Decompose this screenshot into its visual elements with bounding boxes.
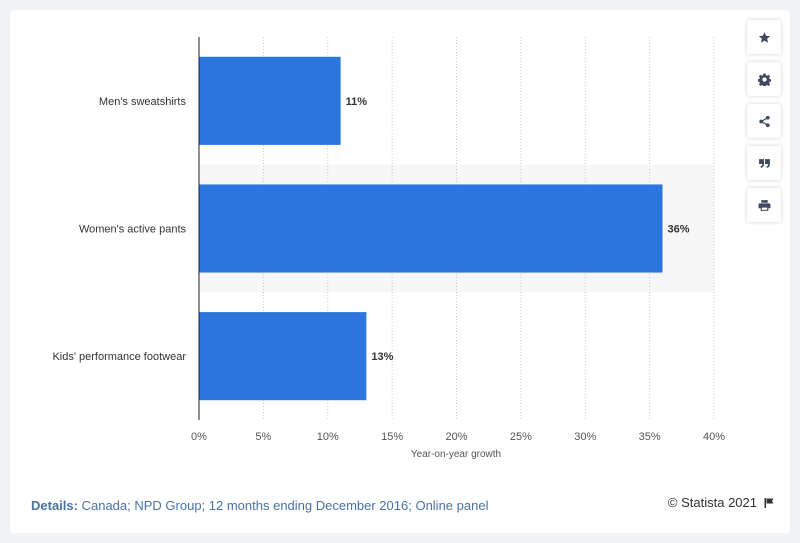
- value-label: 36%: [668, 224, 690, 236]
- category-label: Women's active pants: [79, 224, 187, 236]
- x-tick-label: 10%: [317, 431, 339, 443]
- value-label: 13%: [371, 351, 393, 363]
- share-button[interactable]: [747, 104, 781, 138]
- sidebar-toolbar: [747, 20, 781, 230]
- x-tick-label: 30%: [574, 431, 596, 443]
- print-icon: [758, 199, 770, 211]
- flag-icon: [764, 497, 774, 508]
- details-text: Canada; NPD Group; 12 months ending Dece…: [81, 498, 489, 513]
- x-tick-label: 15%: [381, 431, 403, 443]
- x-tick-label: 5%: [255, 431, 271, 443]
- x-tick-label: 40%: [703, 431, 725, 443]
- bar[interactable]: [199, 184, 663, 273]
- quote-icon: [758, 158, 770, 168]
- x-tick-label: 20%: [445, 431, 467, 443]
- category-label: Kids' performance footwear: [52, 351, 186, 363]
- share-icon: [758, 115, 770, 127]
- x-tick-label: 25%: [510, 431, 532, 443]
- credit-text: © Statista 2021: [667, 495, 757, 510]
- bar[interactable]: [199, 56, 341, 145]
- x-axis-title: Year-on-year growth: [411, 449, 501, 460]
- statista-credit[interactable]: © Statista 2021: [668, 495, 775, 510]
- settings-button[interactable]: [747, 62, 781, 96]
- star-icon: [758, 31, 770, 43]
- favorite-button[interactable]: [747, 20, 781, 54]
- bar[interactable]: [199, 312, 367, 401]
- footer-details: Details: Canada; NPD Group; 12 months en…: [31, 498, 488, 513]
- details-label: Details:: [31, 498, 78, 513]
- value-label: 11%: [346, 96, 368, 108]
- x-tick-label: 0%: [191, 431, 207, 443]
- cite-button[interactable]: [747, 146, 781, 180]
- print-button[interactable]: [747, 188, 781, 222]
- category-label: Men's sweatshirts: [99, 96, 187, 108]
- x-tick-label: 35%: [639, 431, 661, 443]
- gear-icon: [757, 73, 771, 86]
